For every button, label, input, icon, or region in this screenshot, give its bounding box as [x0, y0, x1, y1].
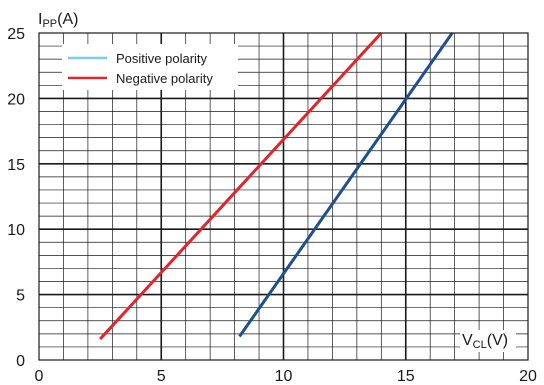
x-axis-title: VCL(V) [460, 330, 516, 352]
series-line-positive-polarity [238, 32, 454, 338]
x-tick-label: 10 [275, 368, 293, 385]
x-axis-title-sub: CL [473, 339, 487, 351]
legend-label-positive: Positive polarity [116, 51, 208, 66]
y-axis-title-sub: PP [42, 18, 57, 30]
y-tick-label: 20 [7, 91, 25, 108]
y-axis-title-unit: (A) [57, 11, 78, 28]
y-axis-title-main: I [38, 11, 42, 28]
legend: Positive polarity Negative polarity [62, 44, 238, 90]
x-tick-label: 15 [397, 368, 415, 385]
y-tick-label: 0 [16, 353, 25, 370]
x-axis-title-main: V [462, 332, 473, 349]
x-tick-label: 0 [35, 368, 44, 385]
svg-text:VCL(V): VCL(V) [462, 332, 508, 351]
data-series [99, 31, 454, 341]
y-tick-label: 5 [16, 288, 25, 305]
series-line-negative-polarity [99, 31, 383, 341]
tick-labels: 0 5 10 15 20 0 5 10 15 20 25 [7, 26, 537, 385]
x-tick-label: 5 [157, 368, 166, 385]
x-axis-title-unit: (V) [487, 332, 508, 349]
y-tick-label: 10 [7, 222, 25, 239]
x-tick-label: 20 [519, 368, 537, 385]
legend-box [62, 44, 238, 90]
y-tick-label: 15 [7, 157, 25, 174]
y-axis-title: IPP(A) [36, 7, 78, 30]
y-tick-label: 25 [7, 26, 25, 43]
legend-label-negative: Negative polarity [116, 71, 213, 86]
plot-frame [38, 32, 529, 361]
svg-text:IPP(A): IPP(A) [38, 11, 78, 30]
